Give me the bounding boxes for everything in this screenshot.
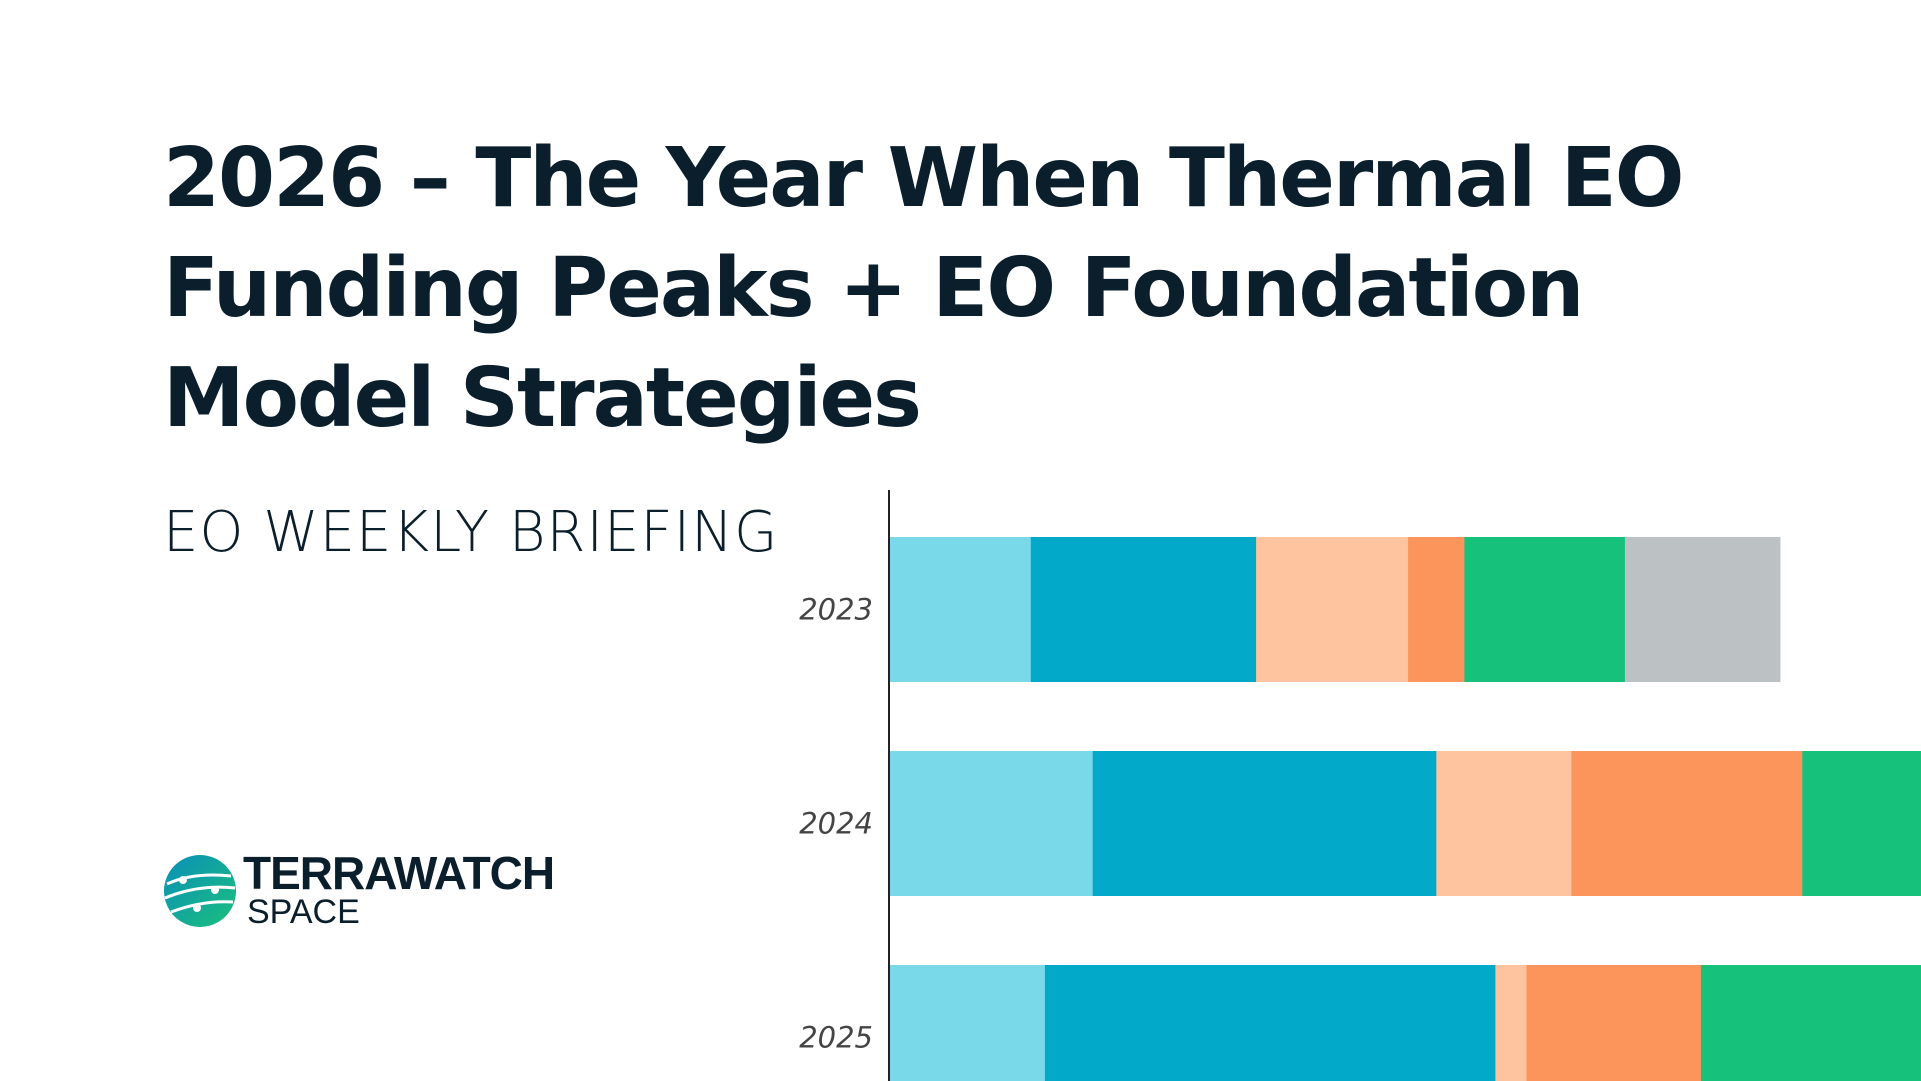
page-title: 2026 – The Year When Thermal EO Funding … [163,124,1883,454]
bar-2023-segment-5 [1464,537,1626,682]
title-line-3: Model Strategies [163,351,922,446]
bar-2024-segment-4 [1571,751,1803,896]
year-label-group: 2023 2024 2025 [799,593,873,1055]
bar-2025-segment-4 [1526,965,1702,1081]
globe-icon [164,855,236,927]
terrawatch-logo[interactable]: TERRAWATCH SPACE [163,846,563,936]
year-label-2025: 2025 [799,1021,873,1055]
bar-2023-segment-1 [890,537,1032,682]
brand-name: TERRAWATCH [243,847,555,899]
bar-2023-segment-3 [1256,537,1409,682]
title-line-1: 2026 – The Year When Thermal EO [163,131,1684,226]
title-line-2: Funding Peaks + EO Foundation [163,241,1584,336]
bar-2024-segment-3 [1436,751,1573,896]
bar-2023-segment-2 [1030,537,1257,682]
brand-subname: SPACE [247,893,360,931]
briefing-subtitle: EO WEEKLY BRIEFING [163,500,779,565]
bar-2023-segment-4 [1408,537,1465,682]
bar-2025-segment-1 [890,965,1046,1081]
bar-2024-segment-5 [1802,751,1921,896]
bar-2024-segment-2 [1092,751,1437,896]
bar-group [890,537,1921,1081]
bar-2025-segment-5 [1700,965,1921,1081]
year-label-2023: 2023 [799,593,873,627]
bar-2023-segment-6 [1624,537,1781,682]
bar-2024-segment-1 [890,751,1094,896]
bar-2025-segment-3 [1495,965,1527,1081]
bar-2025-segment-2 [1044,965,1496,1081]
year-label-2024: 2024 [799,807,873,841]
